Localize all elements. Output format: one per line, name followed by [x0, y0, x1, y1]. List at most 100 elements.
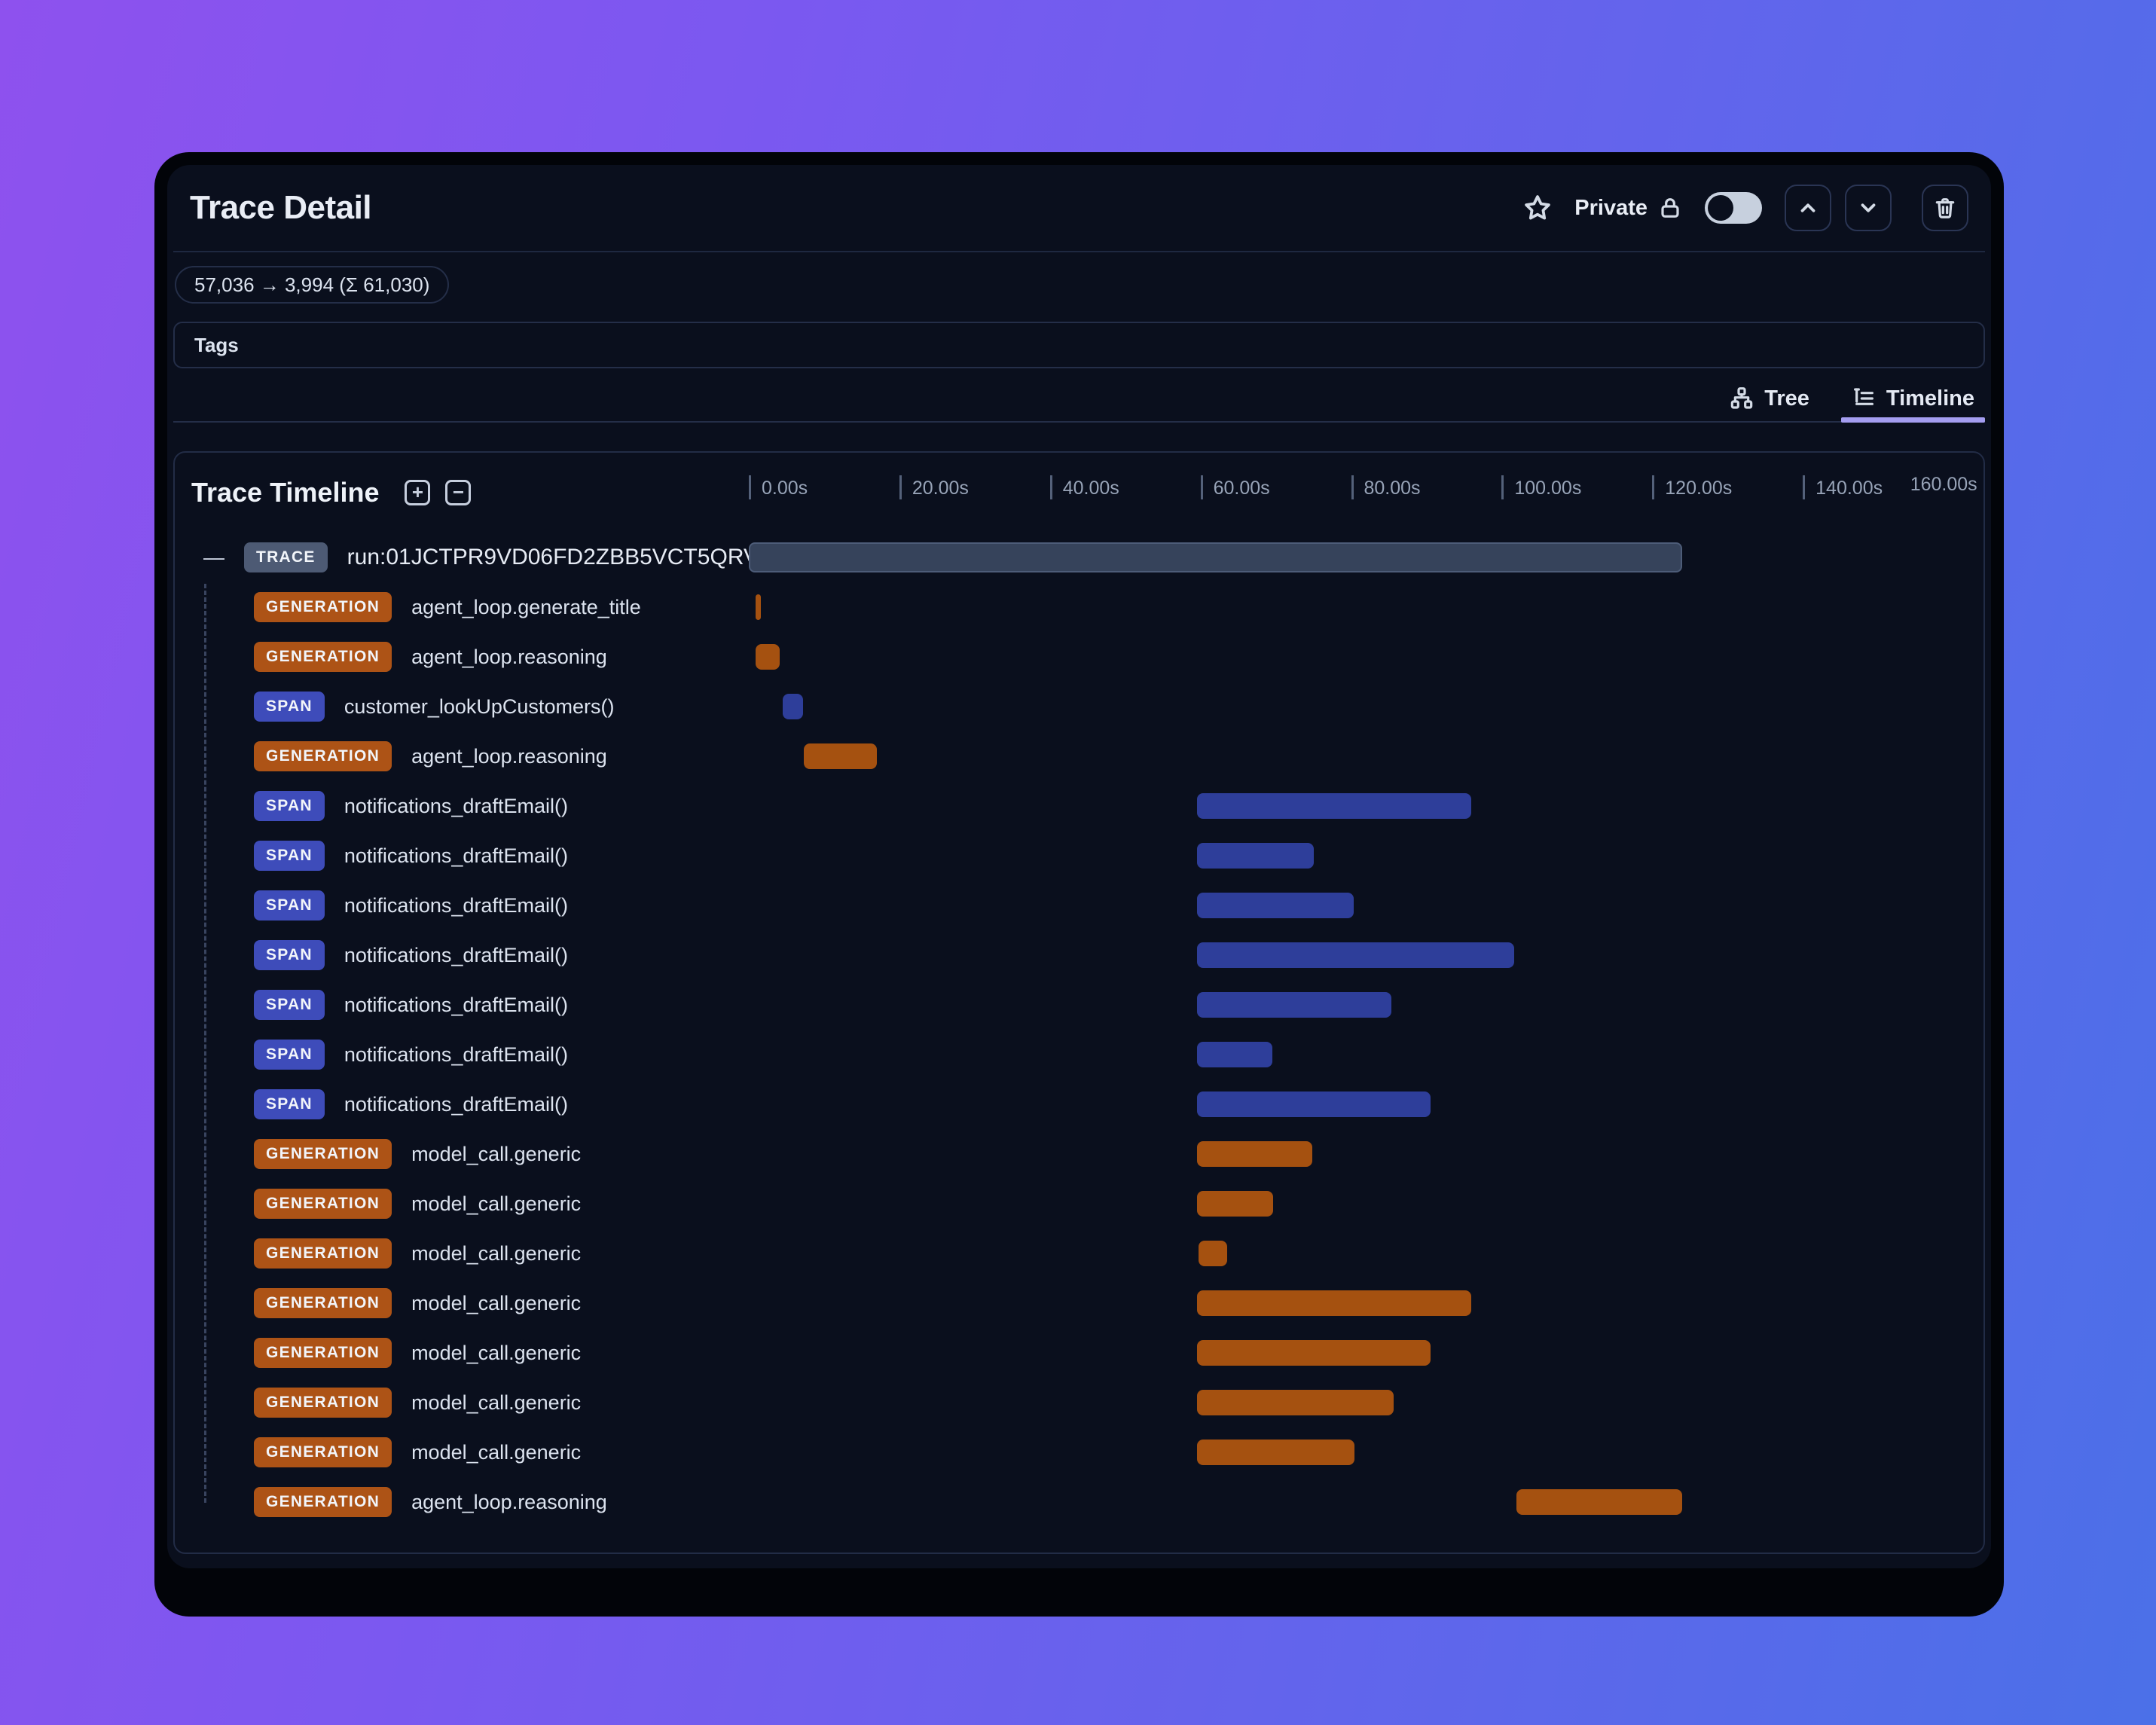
- observation-row[interactable]: GENERATION agent_loop.reasoning: [175, 1477, 1983, 1527]
- observation-row[interactable]: SPAN customer_lookUpCustomers(): [175, 682, 1983, 731]
- tick-label: 60.00s: [1213, 478, 1270, 499]
- observation-type-badge: SPAN: [254, 1089, 325, 1119]
- observation-name: notifications_draftEmail(): [344, 1043, 568, 1066]
- duration-bar[interactable]: [1196, 992, 1392, 1018]
- observation-type-badge: GENERATION: [254, 1388, 392, 1418]
- observation-row[interactable]: GENERATION model_call.generic: [175, 1129, 1983, 1179]
- row-track: [749, 731, 1983, 781]
- tab-timeline-label: Timeline: [1886, 386, 1974, 411]
- view-tabs: Tree Timeline: [173, 376, 1985, 423]
- expand-all-button[interactable]: +: [405, 480, 431, 505]
- toggle-knob: [1708, 195, 1733, 221]
- trace-timeline-panel: Trace Timeline + − 0.00s 20.00s 40.00s 60.0…: [173, 451, 1985, 1554]
- tick-mark: [1803, 475, 1806, 499]
- row-label-area: SPAN notifications_draftEmail(): [175, 1079, 749, 1129]
- privacy-group: Private: [1574, 196, 1682, 221]
- observation-type-badge: GENERATION: [254, 1487, 392, 1517]
- duration-bar[interactable]: [1196, 1042, 1272, 1067]
- row-label-area: SPAN notifications_draftEmail(): [175, 831, 749, 881]
- duration-bar[interactable]: [1196, 1440, 1355, 1465]
- row-track: [749, 1079, 1983, 1129]
- observation-row[interactable]: GENERATION model_call.generic: [175, 1328, 1983, 1378]
- observation-type-badge: SPAN: [254, 791, 325, 821]
- row-label-area: SPAN notifications_draftEmail(): [175, 781, 749, 831]
- star-button[interactable]: [1523, 194, 1552, 222]
- observation-row[interactable]: SPAN notifications_draftEmail(): [175, 930, 1983, 980]
- duration-bar[interactable]: [782, 694, 803, 719]
- row-track: [749, 533, 1983, 582]
- duration-bar[interactable]: [749, 542, 1683, 572]
- observation-row[interactable]: GENERATION agent_loop.reasoning: [175, 731, 1983, 781]
- observation-name: model_call.generic: [411, 1440, 582, 1464]
- observation-row[interactable]: GENERATION model_call.generic: [175, 1229, 1983, 1278]
- duration-bar[interactable]: [1196, 942, 1515, 968]
- observation-row[interactable]: SPAN notifications_draftEmail(): [175, 980, 1983, 1030]
- observation-type-badge: GENERATION: [254, 1238, 392, 1269]
- row-label-area: SPAN customer_lookUpCustomers(): [175, 682, 749, 731]
- observation-row[interactable]: GENERATION model_call.generic: [175, 1179, 1983, 1229]
- row-track: [749, 980, 1983, 1030]
- chevron-up-button[interactable]: [1785, 185, 1831, 231]
- tags-box[interactable]: Tags: [173, 322, 1985, 368]
- observation-name: model_call.generic: [411, 1192, 582, 1215]
- chevron-down-button[interactable]: [1845, 185, 1892, 231]
- time-axis: 0.00s 20.00s 40.00s 60.00s 80.00s 100.00s 120.…: [749, 453, 1983, 533]
- observation-name: notifications_draftEmail(): [344, 1092, 568, 1116]
- duration-bar[interactable]: [755, 644, 780, 670]
- duration-bar[interactable]: [1516, 1489, 1683, 1515]
- tick-mark: [749, 475, 751, 499]
- duration-bar[interactable]: [1196, 843, 1314, 869]
- observation-type-badge: GENERATION: [254, 1338, 392, 1368]
- axis-tick: 0.00s: [749, 475, 808, 499]
- duration-bar[interactable]: [1196, 1390, 1394, 1415]
- duration-bar[interactable]: [1196, 1191, 1273, 1217]
- duration-bar[interactable]: [1196, 1091, 1431, 1117]
- tab-tree[interactable]: Tree: [1725, 376, 1814, 421]
- observation-row[interactable]: SPAN notifications_draftEmail(): [175, 1079, 1983, 1129]
- duration-bar[interactable]: [755, 594, 761, 620]
- row-label-area: GENERATION agent_loop.reasoning: [175, 632, 749, 682]
- observation-row[interactable]: GENERATION agent_loop.reasoning: [175, 632, 1983, 682]
- timeline-rows: — TRACE run:01JCTPR9VD06FD2ZBB5VCT5QRV GENE…: [175, 533, 1983, 1552]
- tick-mark: [1049, 475, 1052, 499]
- row-track: [749, 1427, 1983, 1477]
- duration-bar[interactable]: [1196, 1290, 1472, 1316]
- duration-bar[interactable]: [803, 743, 877, 769]
- duration-bar[interactable]: [1196, 1141, 1312, 1167]
- observation-row[interactable]: SPAN notifications_draftEmail(): [175, 881, 1983, 930]
- observation-type-badge: SPAN: [254, 990, 325, 1020]
- row-label-area: GENERATION model_call.generic: [175, 1129, 749, 1179]
- axis-tick: 140.00s: [1803, 475, 1883, 499]
- observation-type-badge: GENERATION: [254, 642, 392, 672]
- tab-tree-label: Tree: [1764, 386, 1809, 411]
- timeline-header: Trace Timeline + − 0.00s 20.00s 40.00s 60.0…: [175, 453, 1983, 533]
- privacy-toggle[interactable]: [1705, 192, 1762, 224]
- collapse-all-button[interactable]: −: [445, 480, 472, 505]
- tab-timeline[interactable]: Timeline: [1840, 376, 1985, 423]
- observation-row[interactable]: SPAN notifications_draftEmail(): [175, 831, 1983, 881]
- row-label-area: — TRACE run:01JCTPR9VD06FD2ZBB5VCT5QRV: [175, 533, 759, 582]
- observation-name: notifications_draftEmail(): [344, 893, 568, 917]
- delete-button[interactable]: [1922, 185, 1968, 231]
- observation-row[interactable]: SPAN notifications_draftEmail(): [175, 781, 1983, 831]
- collapse-row-icon[interactable]: —: [203, 545, 224, 569]
- tree-guide-line: [204, 584, 206, 1503]
- observation-row[interactable]: GENERATION agent_loop.generate_title: [175, 582, 1983, 632]
- observation-row[interactable]: GENERATION model_call.generic: [175, 1278, 1983, 1328]
- duration-bar[interactable]: [1198, 1241, 1227, 1266]
- trace-row[interactable]: — TRACE run:01JCTPR9VD06FD2ZBB5VCT5QRV: [175, 533, 1983, 582]
- observation-row[interactable]: GENERATION model_call.generic: [175, 1378, 1983, 1427]
- duration-bar[interactable]: [1196, 1340, 1431, 1366]
- row-track: [749, 1328, 1983, 1378]
- row-label-area: SPAN notifications_draftEmail(): [175, 881, 749, 930]
- duration-bar[interactable]: [1196, 893, 1354, 918]
- axis-tick: 60.00s: [1200, 475, 1270, 499]
- observation-row[interactable]: SPAN notifications_draftEmail(): [175, 1030, 1983, 1079]
- tick-mark: [899, 475, 902, 499]
- lock-icon: [1661, 198, 1679, 218]
- row-track: [749, 781, 1983, 831]
- observation-row[interactable]: GENERATION model_call.generic: [175, 1427, 1983, 1477]
- duration-bar[interactable]: [1196, 793, 1472, 819]
- observation-type-badge: SPAN: [254, 940, 325, 970]
